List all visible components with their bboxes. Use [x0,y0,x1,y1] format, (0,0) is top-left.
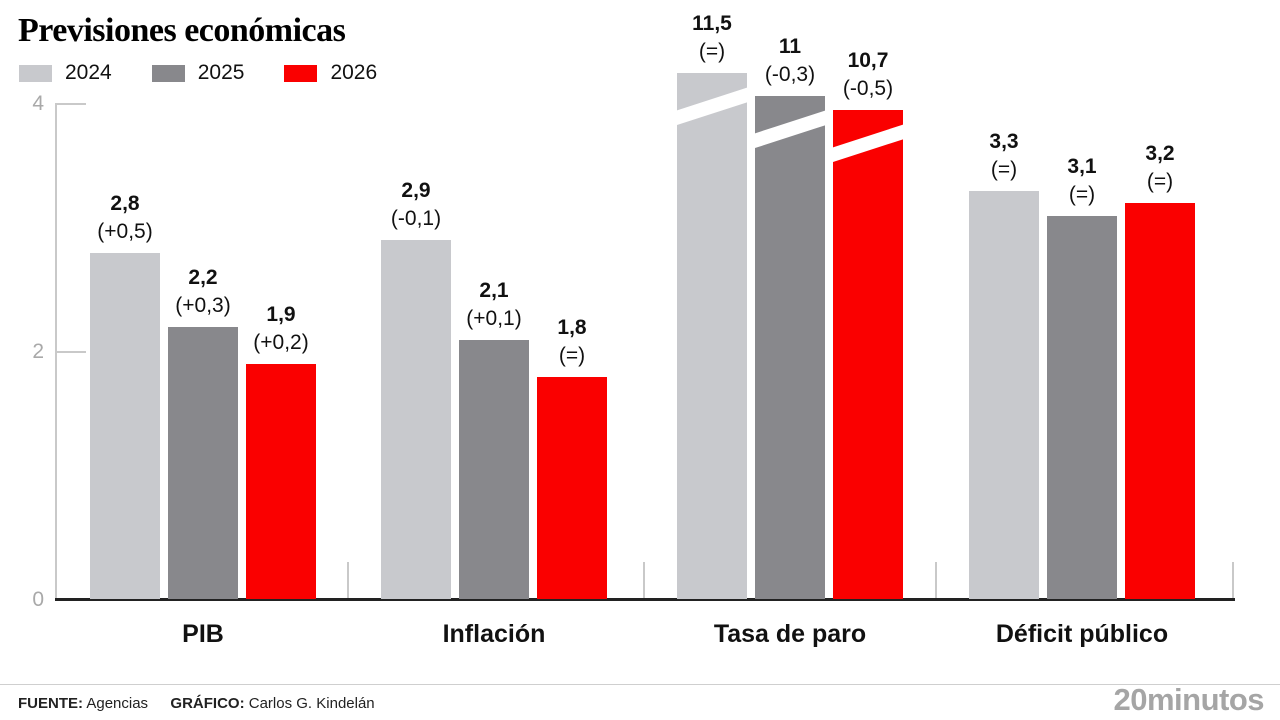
bar-change-label: (+0,5) [97,220,153,243]
bar-change-label: (-0,1) [390,207,442,230]
legend-label-2024: 2024 [65,61,112,84]
bar-change-label: (-0,5) [842,77,894,100]
bar-change-label: (=) [558,344,586,367]
bar-label: 11 (-0,3) [730,30,850,88]
bar-label: 3,1 (=) [1022,150,1142,208]
legend-item-2026: 2026 [284,61,377,85]
group-separator [1232,562,1234,598]
axis-break-slash [677,85,747,127]
group-separator [643,562,645,598]
y-axis-tick [55,103,86,105]
brand-logo-20minutos: 20minutos [1113,682,1264,717]
bar-2026-tasa-de-paro [833,110,903,599]
y-axis-tick [55,351,86,353]
bar-value-label: 11,5 [692,12,732,35]
ytick-label: 2 [32,340,44,363]
bar-change-label: (=) [1068,183,1096,206]
bar-2026-d-ficit-p-blico [1125,203,1195,599]
source-value: Agencias [86,695,149,712]
legend-label-2025: 2025 [197,61,245,84]
source-label: FUENTE: [18,695,83,712]
bar-value-label: 2,9 [401,179,431,202]
category-label-inflaci-n: Inflación [442,620,546,648]
bar-value-label: 1,9 [266,303,296,326]
bar-label: 3,3 (=) [944,125,1064,183]
bar-2025-pib [168,327,238,599]
legend-label-2026: 2026 [330,61,378,84]
axis-break-slash [755,108,825,150]
ytick-label: 4 [32,92,44,115]
bar-value-label: 1,8 [557,316,587,339]
graphic-value: Carlos G. Kindelán [248,695,375,712]
category-label-tasa-de-paro: Tasa de paro [713,620,867,648]
graphic-label: GRÁFICO: [170,695,245,712]
bar-change-label: (+0,3) [175,294,231,317]
bar-label: 10,7 (-0,5) [808,44,928,102]
bar-change-label: (=) [1146,170,1174,193]
axis-break-slash [833,122,903,164]
bar-label: 11,5 (=) [652,7,772,65]
group-separator [347,562,349,598]
bar-2025-inflaci-n [459,340,529,599]
bar-label: 2,9 (-0,1) [356,174,476,232]
bar-label: 3,2 (=) [1100,137,1220,195]
bar-change-label: (=) [990,158,1018,181]
category-label-pib: PIB [182,620,224,648]
footer-divider [0,684,1280,685]
bar-value-label: 3,2 [1145,142,1175,165]
legend-swatch-2026 [284,64,318,82]
bar-value-label: 3,1 [1067,155,1097,178]
bar-value-label: 10,7 [847,49,889,72]
bar-2025-d-ficit-p-blico [1047,216,1117,599]
x-axis-baseline [55,598,1235,601]
ytick-label: 0 [32,588,44,611]
legend-item-2025: 2025 [151,61,245,85]
chart-title: Previsiones económicas [18,12,346,49]
bar-2024-inflaci-n [381,240,451,599]
legend-swatch-2025 [151,64,185,82]
bar-label: 2,1 (+0,1) [434,274,554,332]
bar-label: 1,8 (=) [512,311,632,369]
bar-value-label: 2,1 [479,279,509,302]
bar-label: 2,8 (+0,5) [65,187,185,245]
bar-change-label: (=) [698,40,726,63]
bar-value-label: 3,3 [989,130,1019,153]
legend-item-2024: 2024 [19,61,112,85]
category-label-d-ficit-p-blico: Déficit público [995,620,1169,648]
bar-2024-d-ficit-p-blico [969,191,1039,599]
legend-swatch-2024 [19,64,52,82]
bar-2025-tasa-de-paro [755,96,825,599]
bar-value-label: 11 [778,35,802,58]
footer-credits: FUENTE: Agencias GRÁFICO: Carlos G. Kind… [18,695,375,712]
bar-2026-inflaci-n [537,377,607,599]
bar-value-label: 2,8 [110,192,140,215]
legend: 2024 2025 2026 [19,61,377,85]
group-separator [935,562,937,598]
bar-label: 2,2 (+0,3) [143,261,263,319]
bar-change-label: (+0,1) [466,307,522,330]
bar-change-label: (+0,2) [253,331,309,354]
bar-2026-pib [246,364,316,599]
bar-2024-tasa-de-paro [677,73,747,599]
bar-label: 1,9 (+0,2) [221,298,341,356]
bar-value-label: 2,2 [188,266,218,289]
bar-2024-pib [90,253,160,599]
bar-change-label: (-0,3) [764,63,816,86]
